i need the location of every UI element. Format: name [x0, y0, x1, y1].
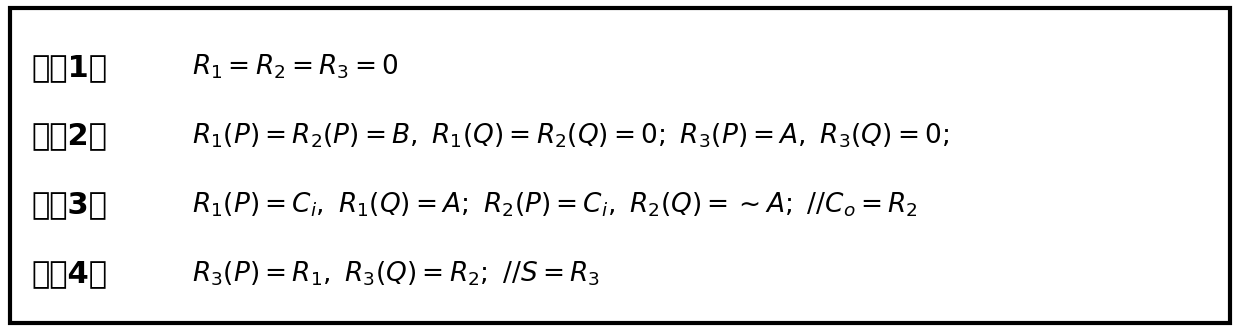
Text: 步骤2：: 步骤2： [31, 122, 107, 151]
Text: 步骤4：: 步骤4： [31, 259, 107, 288]
Text: 步骤1：: 步骤1： [31, 53, 107, 82]
FancyBboxPatch shape [10, 8, 1230, 323]
Text: $\mathbf{\it{R_3(P)=R_1,\ R_3(Q)=R_2;\ //S=R_3}}$: $\mathbf{\it{R_3(P)=R_1,\ R_3(Q)=R_2;\ /… [192, 260, 600, 288]
Text: $\mathbf{\it{R_1 = R_2 = R_3 = 0}}$: $\mathbf{\it{R_1 = R_2 = R_3 = 0}}$ [192, 53, 399, 81]
Text: $\mathbf{\it{R_1(P)= R_2(P)=B,\ R_1(Q)= R_2(Q)=0;\ R_3(P)=A,\ R_3(Q)=0;}}$: $\mathbf{\it{R_1(P)= R_2(P)=B,\ R_1(Q)= … [192, 122, 949, 150]
Text: 步骤3：: 步骤3： [31, 191, 107, 219]
Text: $\mathbf{\it{R_1(P)=C_i,\ R_1(Q)=A;\ R_2(P)=C_i,\ R_2(Q)={\sim}A;\ //C_o=R_2}}$: $\mathbf{\it{R_1(P)=C_i,\ R_1(Q)=A;\ R_2… [192, 191, 918, 219]
